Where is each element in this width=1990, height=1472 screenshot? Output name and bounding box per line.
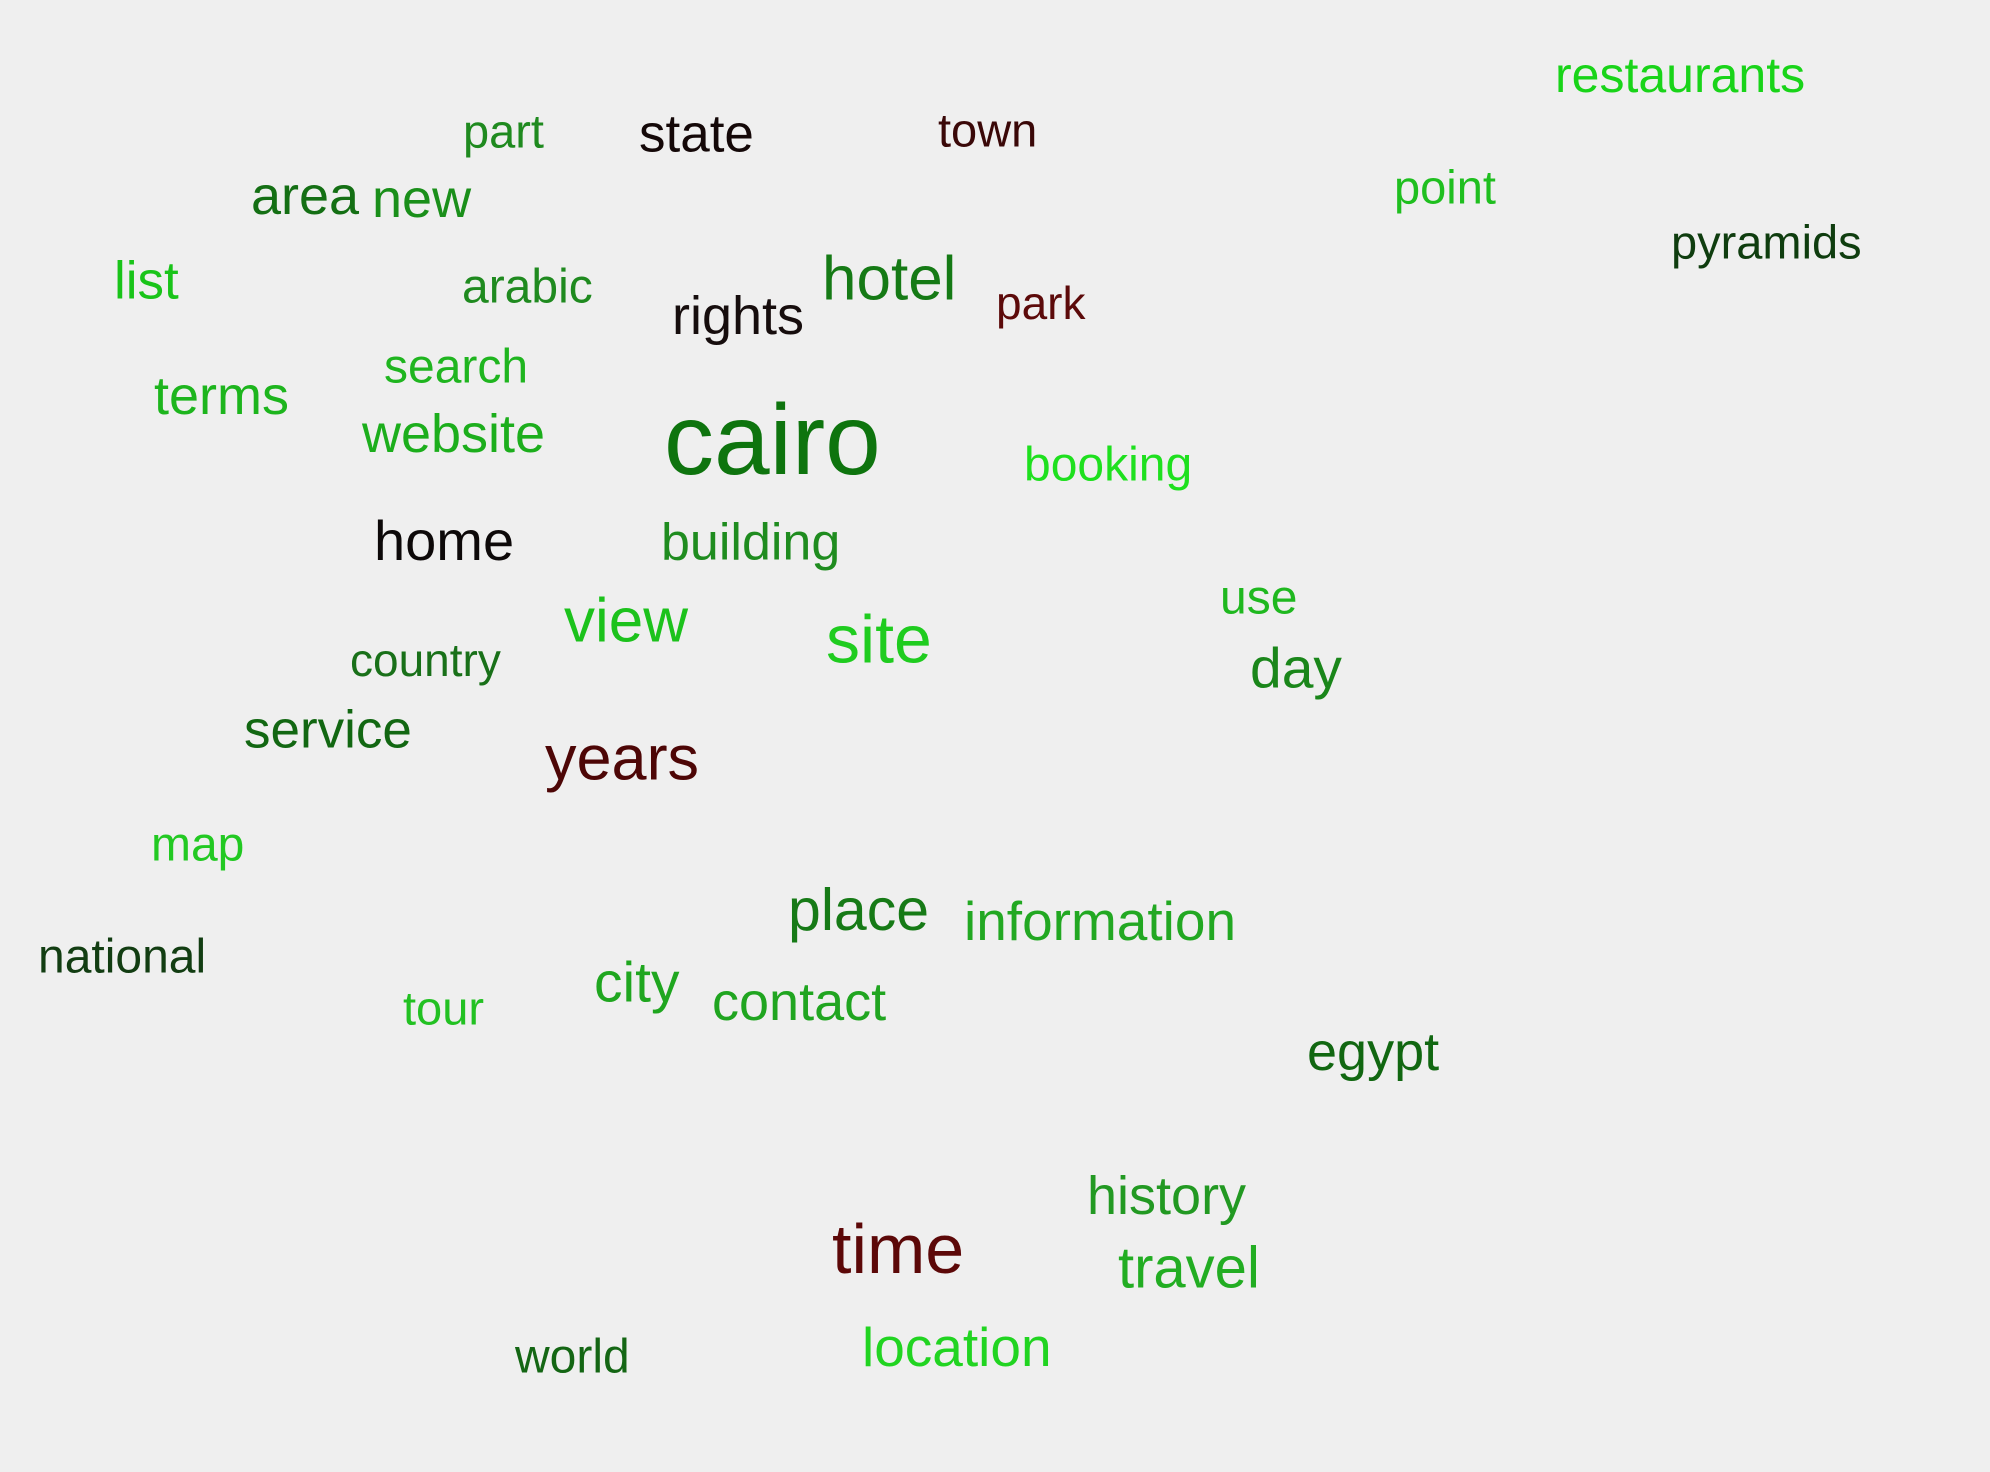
word-search: search bbox=[384, 340, 529, 394]
word-point: point bbox=[1394, 160, 1496, 214]
word-terms: terms bbox=[154, 365, 289, 426]
word-hotel: hotel bbox=[822, 244, 957, 314]
word-world: world bbox=[515, 1330, 630, 1384]
word-list: list bbox=[114, 251, 179, 311]
word-website: website bbox=[362, 403, 546, 464]
word-history: history bbox=[1087, 1165, 1247, 1226]
word-service: service bbox=[244, 700, 412, 760]
word-time: time bbox=[832, 1210, 965, 1288]
word-restaurants: restaurants bbox=[1555, 47, 1806, 103]
word-country: country bbox=[350, 634, 501, 687]
word-map: map bbox=[151, 818, 245, 872]
word-place: place bbox=[788, 876, 930, 943]
word-egypt: egypt bbox=[1307, 1021, 1440, 1082]
word-town: town bbox=[938, 103, 1038, 157]
word-rights: rights bbox=[672, 285, 805, 346]
word-national: national bbox=[38, 930, 207, 984]
word-years: years bbox=[545, 723, 700, 794]
word-state: state bbox=[639, 104, 754, 164]
word-travel: travel bbox=[1118, 1235, 1260, 1301]
word-city: city bbox=[594, 950, 680, 1015]
word-contact: contact bbox=[712, 971, 887, 1032]
word-location: location bbox=[862, 1316, 1052, 1378]
word-part: part bbox=[463, 104, 544, 158]
word-cairo: cairo bbox=[664, 384, 881, 496]
word-day: day bbox=[1250, 636, 1342, 701]
word-use: use bbox=[1220, 571, 1298, 625]
word-pyramids: pyramids bbox=[1671, 215, 1862, 269]
word-site: site bbox=[826, 601, 932, 678]
word-tour: tour bbox=[403, 981, 484, 1035]
word-arabic: arabic bbox=[462, 260, 593, 314]
word-information: information bbox=[964, 890, 1237, 952]
word-new: new bbox=[372, 168, 472, 229]
word-area: area bbox=[251, 165, 360, 226]
word-building: building bbox=[661, 513, 841, 572]
word-view: view bbox=[564, 586, 689, 656]
word-home: home bbox=[374, 509, 515, 573]
word-booking: booking bbox=[1024, 438, 1193, 492]
word-park: park bbox=[996, 277, 1086, 330]
